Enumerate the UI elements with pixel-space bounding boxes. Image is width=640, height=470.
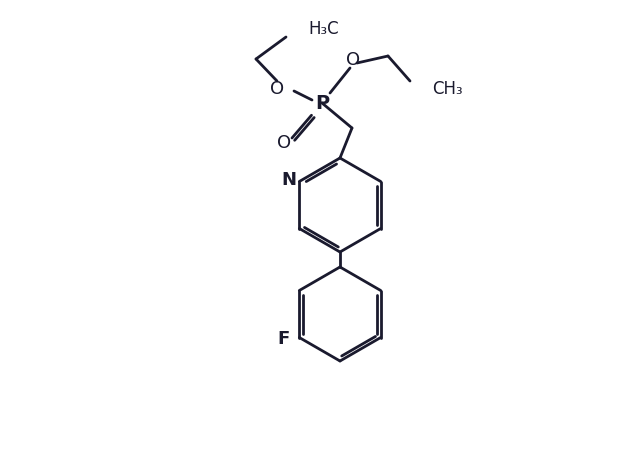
Text: P: P (315, 94, 329, 112)
Text: N: N (282, 171, 297, 188)
Text: O: O (346, 51, 360, 69)
Text: O: O (270, 80, 284, 98)
Text: O: O (277, 134, 291, 152)
Text: H₃C: H₃C (308, 20, 339, 38)
Text: F: F (277, 330, 289, 348)
Text: CH₃: CH₃ (432, 80, 463, 98)
